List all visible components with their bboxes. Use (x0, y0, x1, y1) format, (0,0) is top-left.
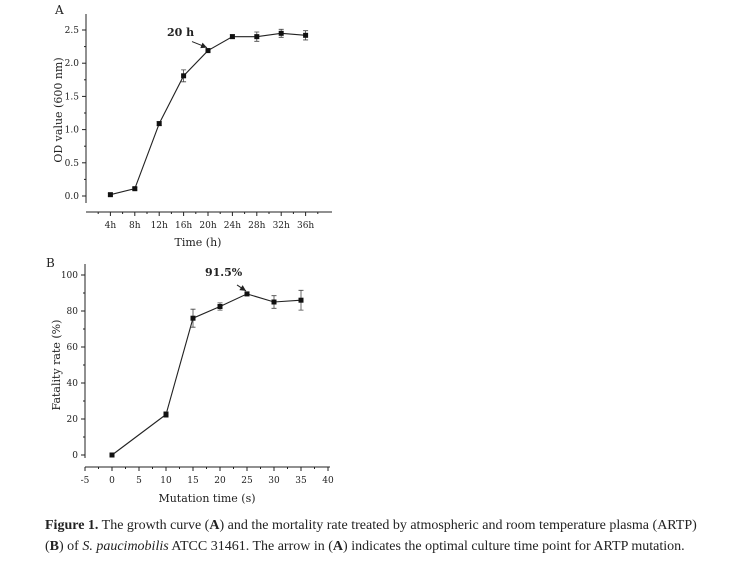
panel-a-data-point (107, 192, 113, 198)
panel-b-data-point (217, 304, 223, 309)
panel-a-data-point (181, 73, 187, 79)
panel-b-series (109, 289, 304, 458)
panel-a-x-tick-label: 36h (297, 221, 314, 231)
caption-text-4: ATCC 31461. The arrow in ( (168, 539, 333, 554)
caption-text-1: The growth curve ( (98, 518, 210, 533)
panel-b-x-tick-label: 15 (187, 476, 199, 486)
panel-a-y-tick-label: 2.5 (65, 26, 80, 36)
figure-caption: Figure 1. The growth curve (A) and the m… (45, 515, 715, 557)
panel-b-x-tick-label: 35 (295, 476, 307, 486)
panel-a-y-tick-label: 2.0 (65, 59, 80, 69)
panel-a-annotation-arrow (191, 41, 208, 49)
panel-b-series-line (111, 293, 302, 456)
panel-a-x-tick-label: 12h (151, 221, 168, 231)
panel-b-y-tick-label: 80 (67, 307, 79, 317)
panel-a-y-axis-title: OD value (600 nm) (52, 57, 65, 162)
panel-b-data-point (298, 297, 304, 303)
panel-a-x-tick-label: 16h (175, 221, 192, 231)
panel-a-data-point (156, 121, 162, 127)
panel-b-y-axis-title: Fatality rate (%) (50, 320, 63, 411)
panel-b-letter: B (46, 256, 55, 270)
panel-b-x-axis-title: Mutation time (s) (158, 492, 255, 505)
caption-ref-a: A (209, 518, 220, 533)
panel-a-x-tick-label: 24h (224, 221, 241, 231)
caption-ref-a-2: A (332, 539, 344, 554)
panel-a-x-tick-label: 28h (248, 221, 265, 231)
panel-a-data-point (205, 48, 211, 54)
panel-a-arrow-head (200, 42, 207, 49)
panel-a-x-axis-title: Time (h) (175, 236, 222, 249)
panel-b-data-point (271, 299, 277, 305)
panel-a-y-tick-label: 1.5 (65, 92, 80, 102)
panel-a-y-tick-label: 0.5 (65, 159, 80, 169)
panel-b-y-tick-label: 0 (72, 451, 78, 461)
caption-species: S. paucimobilis (82, 539, 169, 554)
panel-b-data-point (163, 412, 169, 417)
caption-text-2: ) and the mortality rate treated by atmo… (45, 518, 697, 554)
panel-b-x-tick-label: 20 (214, 476, 226, 486)
panel-b-annotation-arrow (236, 284, 247, 292)
panel-a-x-tick-label: 4h (105, 221, 117, 231)
panel-b-x-tick-label: 10 (160, 476, 172, 486)
panel-b-y-tick-label: 20 (67, 415, 79, 425)
caption-label: Figure 1. (45, 518, 99, 533)
panel-b-y-ticks: 0 20 40 60 80 100 (61, 271, 85, 461)
panel-a-data-point (132, 186, 138, 192)
panel-a-annotation-label: 20 h (167, 26, 194, 39)
panel-a-x-tick-label: 20h (199, 221, 216, 231)
panel-b-x-tick-label: -5 (81, 476, 90, 486)
panel-a-data-point (254, 34, 260, 40)
panel-b-y-tick-label: 60 (67, 343, 79, 353)
panel-b-x-tick-label: 25 (241, 476, 253, 486)
panel-a-letter: A (54, 3, 64, 17)
panel-a-series-line (110, 32, 306, 196)
panel-a-series (107, 28, 309, 198)
panel-a-data-point (303, 32, 309, 38)
panel-a-y-ticks: 0.0 0.5 1.0 1.5 2.0 2.5 (65, 26, 86, 202)
panel-b-y-tick-label: 100 (61, 271, 78, 281)
panel-b-annotation-label: 91.5% (205, 266, 243, 279)
panel-b-y-tick-label: 40 (67, 379, 79, 389)
panel-b-x-tick-label: 0 (109, 476, 115, 486)
caption-text-5: ) indicates the optimal culture time poi… (343, 539, 685, 554)
panel-a-x-ticks: 4h 8h 12h 16h 20h 24h 28h 32h 36h (97, 212, 319, 231)
panel-b-x-tick-label: 40 (322, 476, 334, 486)
caption-text-3: ) of (59, 539, 83, 554)
panel-a-data-point (278, 30, 284, 36)
panel-b-arrow-head (239, 285, 246, 291)
panel-b-x-tick-label: 5 (136, 476, 142, 486)
panel-b-x-tick-label: 30 (268, 476, 280, 486)
panel-a-data-point (229, 34, 235, 40)
panel-a-y-tick-label: 0.0 (65, 192, 80, 202)
panel-a-x-tick-label: 32h (273, 221, 290, 231)
panel-a-growth-curve: A 0.0 0.5 1.0 1.5 2.0 2.5 4h 8h 12h 16h 20h 24h 28h… (52, 3, 332, 249)
caption-ref-b: B (49, 539, 60, 554)
panel-a-y-tick-label: 1.0 (65, 126, 80, 136)
panel-b-data-point (109, 452, 115, 458)
panel-a-x-tick-label: 8h (129, 221, 141, 231)
panel-b-x-ticks: -5 0 5 10 15 20 25 30 35 40 (81, 467, 334, 486)
panel-b-data-point (190, 315, 196, 321)
panel-b-data-point (244, 291, 250, 297)
panel-b-fatality-rate: B 0 20 40 60 80 100 -5 0 5 10 15 20 25 30 35 40 Fatali… (46, 256, 334, 505)
